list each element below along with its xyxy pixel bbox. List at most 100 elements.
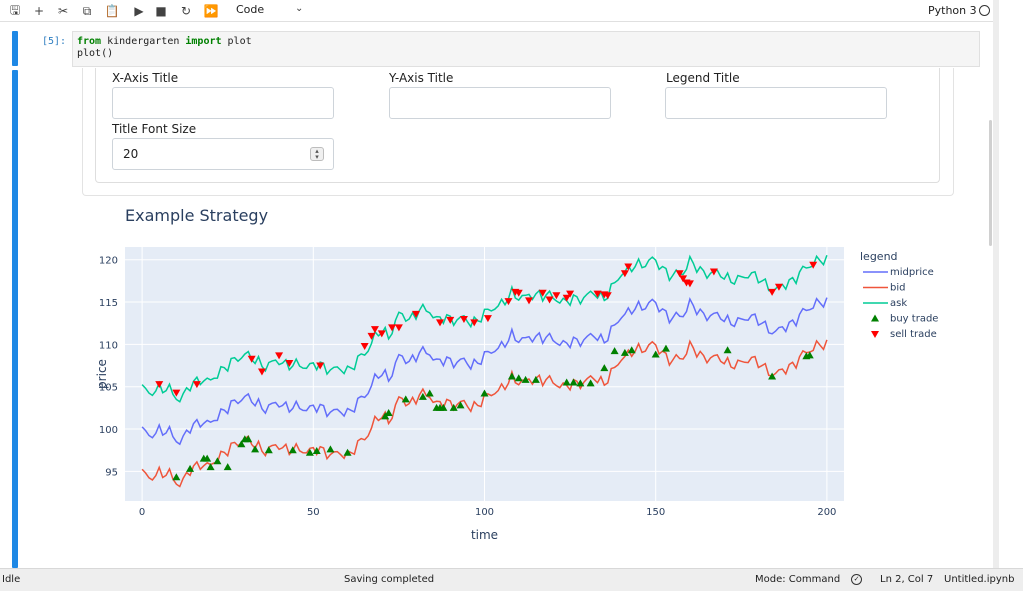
legend-entry-label: bid — [890, 283, 905, 294]
sell-trade-marker — [247, 355, 256, 363]
sell-trade-marker — [545, 296, 554, 304]
save-icon[interactable]: 🖫 — [9, 2, 21, 17]
right-margin — [999, 0, 1023, 568]
sell-trade-marker — [566, 290, 575, 298]
buy-trade-marker — [661, 344, 670, 352]
stop-icon[interactable]: ■ — [155, 4, 167, 18]
sell-trade-marker — [367, 332, 376, 340]
buy-trade-marker — [384, 408, 393, 416]
buy-trade-marker — [326, 445, 335, 453]
paste-icon[interactable]: 📋 — [104, 4, 120, 18]
buy-trade-marker — [288, 446, 297, 454]
sell-trade-marker — [155, 381, 164, 389]
status-bar: Idle Saving completed Mode: Command ✓ Ln… — [0, 568, 1023, 591]
buy-trade-marker — [531, 375, 540, 383]
sell-trade-marker — [394, 324, 403, 332]
cell-collapser-input[interactable] — [12, 31, 18, 66]
buy-trade-marker — [627, 346, 636, 354]
spinner-arrows-icon[interactable]: ▴ ▾ — [310, 147, 324, 161]
strategy-chart: 0 50 100 150 200 95 100 105 110 115 120 time price le… — [95, 247, 938, 542]
y-tick-label: 105 — [99, 383, 118, 394]
buy-trade-marker — [186, 464, 195, 472]
title-font-size-input[interactable]: 20 — [112, 138, 334, 170]
legend-entry-label: sell trade — [890, 329, 937, 340]
sell-trade-marker — [435, 319, 444, 327]
sell-trade-marker — [538, 289, 547, 297]
sell-trade-marker — [679, 275, 688, 283]
kernel-idle-icon — [979, 5, 990, 16]
sell-trade-marker — [809, 261, 818, 269]
sell-trade-marker — [514, 289, 523, 297]
legend-entry-label: buy trade — [890, 314, 938, 325]
buy-trade-marker — [562, 378, 571, 386]
buy-trade-marker — [480, 389, 489, 397]
cell-type-select[interactable]: Code — [236, 3, 265, 16]
x-axis-title-input[interactable] — [112, 87, 334, 119]
sell-trade-marker — [316, 362, 325, 370]
copy-icon[interactable]: ⧉ — [82, 3, 92, 18]
y-tick-label: 115 — [99, 298, 118, 309]
keyword-from: from — [77, 36, 102, 47]
trusted-check-icon[interactable]: ✓ — [851, 574, 862, 585]
sell-trade-marker — [370, 326, 379, 334]
x-axis-title-label: X-Axis Title — [112, 71, 179, 85]
buy-trade-marker — [456, 401, 465, 409]
legend-swatch-triangle-down — [871, 331, 879, 338]
buy-trade-marker — [172, 473, 181, 481]
buy-trade-marker — [514, 374, 523, 382]
chevron-down-icon[interactable]: ⌄ — [295, 3, 304, 14]
legend-swatch-triangle-up — [871, 314, 879, 322]
cut-icon[interactable]: ✂ — [57, 4, 69, 18]
legend-title-label: Legend Title — [666, 71, 740, 85]
notebook-toolbar: 🖫 + ✂ ⧉ 📋 ▶ ■ ↻ ⏩ Code ⌄ Python 3 — [0, 0, 993, 22]
buy-trade-marker — [507, 372, 516, 380]
buy-trade-marker — [206, 463, 215, 471]
sell-trade-marker — [388, 324, 397, 332]
buy-trade-marker — [439, 403, 448, 411]
cell-collapser-output[interactable] — [12, 70, 18, 568]
cursor-position[interactable]: Ln 2, Col 7 — [880, 574, 934, 585]
buy-trade-marker — [610, 347, 619, 355]
y-axis-label: price — [95, 359, 109, 389]
notebook-mode[interactable]: Mode: Command — [755, 574, 841, 585]
sell-trade-marker — [768, 288, 777, 296]
run-all-icon[interactable]: ⏩ — [203, 4, 219, 18]
y-axis-title-label: Y-Axis Title — [389, 71, 454, 85]
buy-trade-marker — [576, 379, 585, 387]
x-axis-label: time — [471, 528, 498, 542]
legend-title: legend — [860, 250, 898, 263]
sell-trade-marker — [172, 389, 181, 397]
sell-trade-marker — [774, 283, 783, 291]
y-axis-title-input[interactable] — [389, 87, 611, 119]
add-cell-icon[interactable]: + — [33, 4, 45, 18]
code-module: kindergarten — [101, 36, 186, 47]
sell-trade-marker — [685, 280, 694, 288]
buy-trade-marker — [418, 392, 427, 400]
output-scrollbar-thumb[interactable] — [989, 120, 992, 246]
sell-trade-marker — [459, 315, 468, 323]
x-tick-label: 200 — [817, 507, 836, 518]
run-icon[interactable]: ▶ — [134, 4, 144, 18]
restart-icon[interactable]: ↻ — [180, 4, 192, 18]
sell-trade-marker — [562, 294, 571, 302]
buy-trade-marker — [401, 395, 410, 403]
buy-trade-marker — [569, 378, 578, 386]
buy-trade-marker — [768, 372, 777, 380]
sell-trade-marker — [360, 343, 369, 351]
buy-trade-marker — [312, 447, 321, 455]
buy-trade-marker — [244, 435, 253, 443]
code-line-2: plot() — [77, 48, 114, 59]
sell-trade-marker — [624, 263, 633, 271]
notebook-scrollbar-track[interactable] — [993, 0, 999, 568]
legend-title-input[interactable] — [665, 87, 887, 119]
kernel-name[interactable]: Python 3 — [928, 4, 977, 17]
code-editor[interactable]: from kindergarten import plot plot() — [72, 31, 980, 67]
buy-trade-marker — [805, 351, 814, 359]
sell-trade-marker — [504, 298, 513, 306]
sell-trade-marker — [603, 292, 612, 300]
buy-trade-marker — [264, 446, 273, 454]
buy-trade-marker — [251, 445, 260, 453]
sell-trade-marker — [483, 315, 492, 323]
sell-trade-marker — [446, 316, 455, 324]
y-tick-label: 100 — [99, 425, 118, 436]
